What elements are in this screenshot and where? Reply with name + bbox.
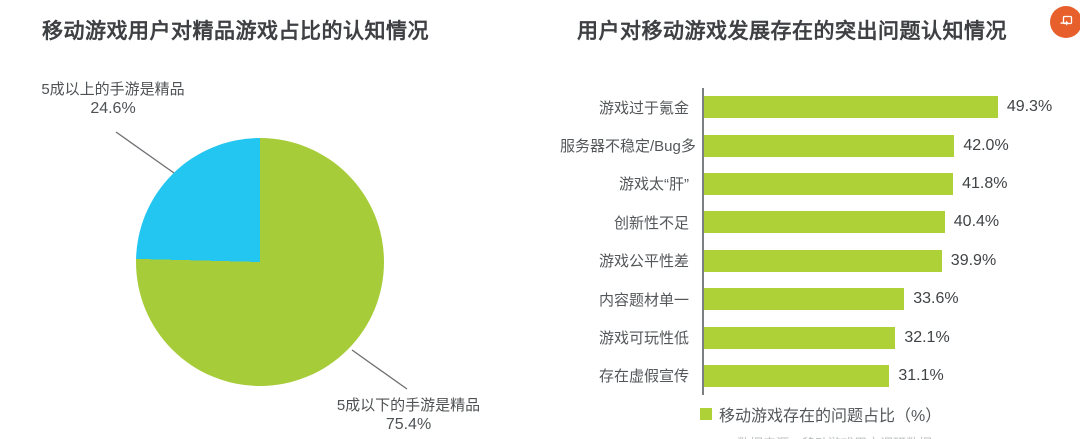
bar-category-label: 内容题材单一 (598, 291, 689, 309)
bar-row: 游戏太“肝” 41.8% (560, 164, 1070, 204)
leader-line-bottom (351, 349, 408, 390)
pie-slice-value: 24.6% (90, 100, 136, 117)
bar-track: 41.8% (702, 164, 1070, 204)
bar-track: 33.6% (702, 279, 1070, 319)
bar-row: 存在虚假宣传 31.1% (560, 356, 1070, 396)
bar-value-label: 42.0% (963, 136, 1009, 154)
pie-slice-label-above-50: 5成以上的手游是精品 24.6% (17, 80, 209, 118)
bar-value-label: 49.3% (1006, 98, 1053, 116)
bar-category-label: 游戏太“肝” (619, 176, 689, 194)
bar-track: 31.1% (702, 356, 1070, 396)
pie-slice-label-below-50: 5成以下的手游是精品 75.4% (306, 396, 511, 434)
pie-chart-section: 移动游戏用户对精品游戏占比的认知情况 5成以上的手游是精品 24.6% 5成以下… (17, 20, 511, 434)
bar-value-label: 41.8% (962, 174, 1008, 192)
bar-track: 40.4% (702, 203, 1070, 242)
bar (704, 326, 896, 349)
bar (704, 96, 998, 119)
leader-line-top (115, 131, 175, 174)
bar-category-label: 游戏过于氪金 (598, 99, 689, 117)
pie-slice-label-text: 5成以下的手游是精品 (336, 397, 481, 414)
bar-row: 游戏过于氪金 49.3% (560, 88, 1070, 127)
share-image-icon (1050, 6, 1080, 38)
bar-row: 游戏可玩性低 32.1% (560, 318, 1070, 357)
bar-value-label: 31.1% (898, 366, 944, 384)
bar-category-label: 创新性不足 (613, 214, 689, 232)
pie-slice-label-text: 5成以上的手游是精品 (41, 81, 185, 98)
bar-track: 42.0% (702, 126, 1070, 165)
bar-track: 32.1% (702, 318, 1070, 357)
bar-chart-legend: 移动游戏存在的问题占比（%） (700, 402, 941, 426)
bar (704, 249, 942, 272)
bar (704, 211, 945, 234)
bar-track: 39.9% (702, 241, 1070, 280)
bar-category-label: 存在虚假宣传 (598, 368, 689, 386)
bar-value-label: 33.6% (913, 290, 959, 308)
bar-category-label: 游戏可玩性低 (598, 330, 689, 348)
bar-value-label: 39.9% (950, 251, 997, 269)
bar-track: 49.3% (702, 88, 1070, 127)
bar-value-label: 32.1% (904, 328, 950, 346)
footer-note-clipped: 数据来源：移动游戏用户调研数据。 (737, 433, 1047, 439)
bar-row: 创新性不足 40.4% (560, 203, 1070, 242)
bar-row: 游戏公平性差 39.9% (560, 241, 1070, 280)
bar-category-label: 游戏公平性差 (598, 253, 689, 271)
share-image-glyph (1060, 15, 1073, 26)
legend-swatch-icon (700, 408, 712, 420)
bar-chart: 游戏过于氪金 49.3% 服务器不稳定/Bug多 42.0% 游戏太“肝” 41.8% 创新… (560, 88, 1070, 396)
legend-label: 移动游戏存在的问题占比（%） (719, 408, 942, 425)
bar-category-label: 服务器不稳定/Bug多 (560, 138, 696, 156)
bar (704, 364, 890, 387)
pie-slice-value: 75.4% (385, 416, 432, 433)
bar-row: 内容题材单一 33.6% (560, 279, 1070, 319)
pie-chart (136, 138, 384, 386)
bar-value-label: 40.4% (953, 213, 1000, 231)
bar (704, 288, 905, 311)
bar-row: 服务器不稳定/Bug多 42.0% (560, 126, 1070, 165)
bar-chart-title: 用户对移动游戏发展存在的突出问题认知情况 (577, 20, 1007, 43)
pie-chart-title: 移动游戏用户对精品游戏占比的认知情况 (42, 20, 429, 43)
bar (704, 172, 954, 195)
bar (704, 134, 955, 157)
